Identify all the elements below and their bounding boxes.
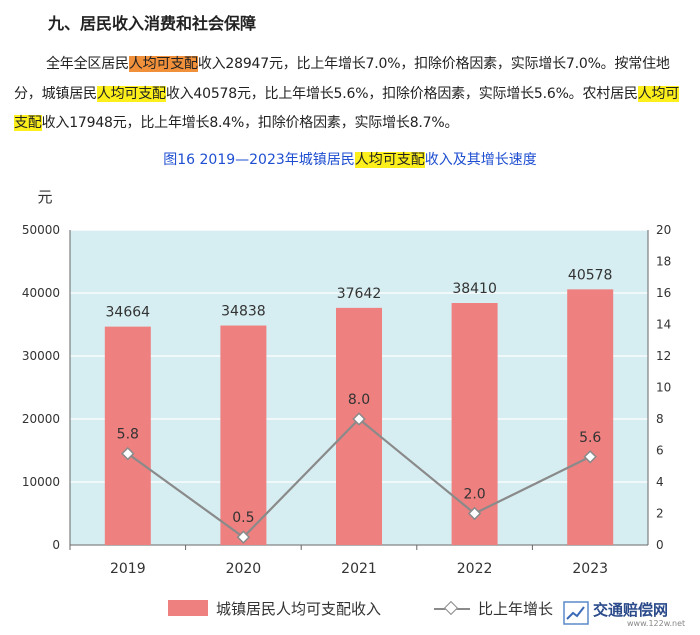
growth-point [467, 506, 482, 521]
watermark-url: www.122w.net [627, 619, 686, 628]
para-text-3: 收入40578元，比上年增长5.6%，扣除价格因素，实际增长5.6%。农村居民 [165, 85, 638, 102]
growth-value-label: 2.0 [463, 487, 485, 503]
growth-value-label: 5.6 [579, 430, 601, 446]
y-left-tick-label: 0 [52, 538, 60, 552]
bar-value-label: 34664 [106, 305, 151, 321]
watermark-name: 交通赔偿网 [593, 601, 669, 619]
caption-highlight: 人均可支配 [354, 152, 425, 168]
x-tick-label: 2022 [457, 561, 493, 577]
y-right-tick-label: 18 [656, 255, 671, 269]
bar [104, 326, 151, 545]
x-tick-label: 2023 [572, 561, 608, 577]
y-right-tick-label: 10 [656, 381, 671, 395]
highlight-term-1: 人均可支配 [128, 56, 198, 72]
highlight-term-2: 人均可支配 [96, 85, 166, 102]
figure-caption: 图16 2019—2023年城镇居民人均可支配收入及其增长速度 [0, 149, 700, 169]
x-tick-label: 2021 [341, 561, 377, 577]
legend-diamond-icon [443, 600, 459, 616]
y-right-tick-label: 16 [656, 286, 671, 300]
y-left-tick-label: 10000 [22, 475, 60, 489]
legend-line-label: 比上年增长 [478, 600, 554, 618]
legend-bar-swatch [168, 600, 208, 616]
bar [336, 307, 382, 545]
caption-text-2: 收入及其增长速度 [424, 152, 537, 168]
income-chart: 0 10000 20000 30000 40000 50000 0 2 4 6 8 10 12 14 16 1… [22, 188, 671, 577]
y-left-axis-label: 元 [37, 188, 52, 206]
bar-value-label: 37642 [337, 286, 382, 302]
para-text-1: 全年全区居民 [46, 56, 129, 72]
y-right-tick-label: 6 [656, 444, 664, 458]
y-right-tick-label: 12 [656, 349, 671, 363]
caption-text-1: 图16 2019—2023年城镇居民 [163, 152, 355, 168]
y-left-tick-label: 50000 [22, 223, 60, 237]
y-right-tick-label: 0 [656, 538, 664, 552]
bar [451, 303, 498, 545]
para-text-2: 收入28947元，比上年增长7.0%，扣除价格因素，实际增长7.0%。按常住地分… [14, 56, 670, 102]
y-left-tick-label: 20000 [22, 412, 60, 426]
y-left-tick-label: 40000 [22, 286, 60, 300]
section-title: 九、居民收入消费和社会保障 [48, 14, 257, 33]
watermark-logo: 交通赔偿网 www.122w.net [563, 597, 693, 633]
x-tick-label: 2019 [110, 561, 146, 577]
y-right-tick-label: 2 [656, 507, 664, 521]
bar [567, 289, 614, 545]
growth-value-label: 8.0 [348, 392, 370, 408]
y-left-tick-label: 30000 [22, 349, 60, 363]
y-right-tick-label: 14 [656, 318, 671, 332]
bar-value-label: 34838 [221, 304, 266, 320]
legend-bar-label: 城镇居民人均可支配收入 [216, 600, 382, 618]
x-tick-label: 2020 [226, 561, 262, 577]
bar-chart-logo-icon [563, 601, 589, 625]
bar [220, 325, 267, 545]
y-right-tick-label: 8 [656, 412, 664, 426]
summary-paragraph: 全年全区居民人均可支配收入28947元，比上年增长7.0%，扣除价格因素，实际增… [14, 50, 690, 139]
y-right-tick-label: 4 [656, 475, 664, 489]
growth-point [583, 450, 597, 464]
growth-point [121, 446, 135, 461]
para-text-4: 收入17948元，比上年增长8.4%，扣除价格因素，实际增长8.7%。 [41, 115, 459, 131]
bar-value-label: 40578 [568, 267, 613, 283]
growth-value-label: 0.5 [232, 510, 254, 526]
growth-value-label: 5.8 [117, 427, 139, 443]
growth-point [236, 530, 251, 544]
y-right-tick-label: 20 [656, 223, 671, 237]
bar-value-label: 38410 [452, 281, 497, 297]
growth-point [352, 412, 366, 426]
